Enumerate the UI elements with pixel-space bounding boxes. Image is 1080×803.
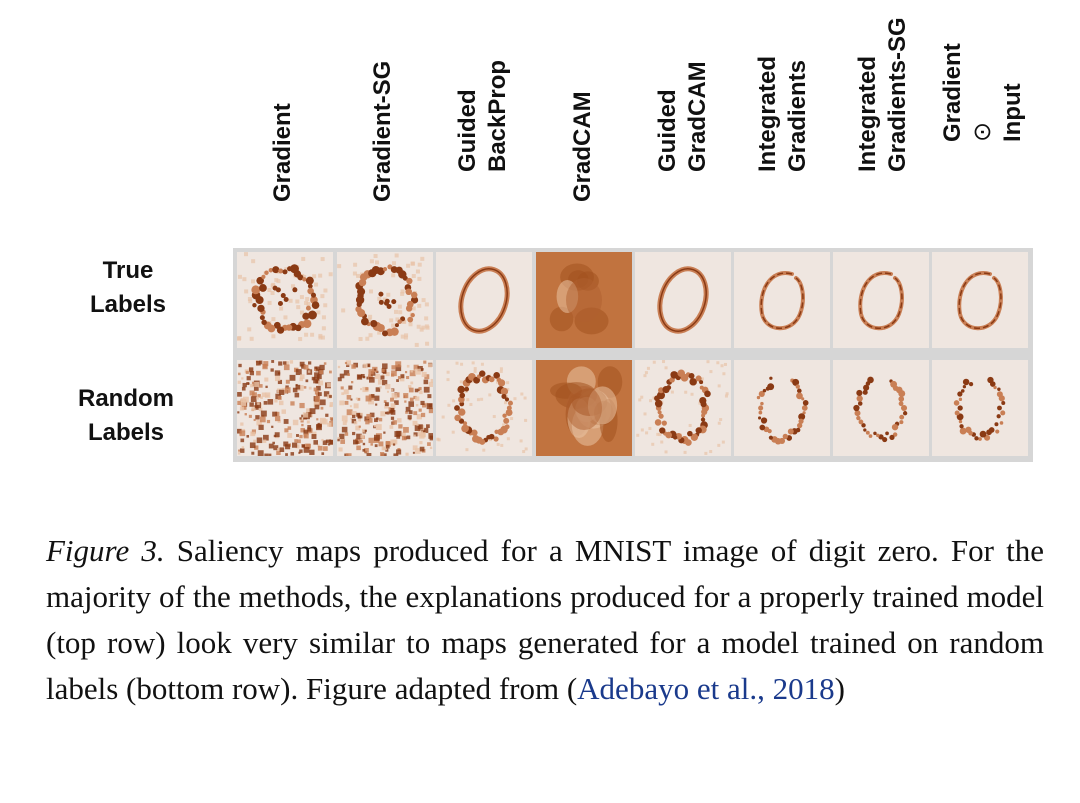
saliency-map-tile xyxy=(635,252,731,348)
saliency-map-image xyxy=(237,360,333,456)
caption-text: Saliency maps produced for a MNIST image… xyxy=(46,533,1044,706)
saliency-map-image xyxy=(337,360,433,456)
column-header-line: Guided xyxy=(454,89,481,172)
saliency-map-image xyxy=(337,252,433,348)
saliency-map-image xyxy=(237,252,333,348)
saliency-map-tile xyxy=(536,360,632,456)
column-header-line: Gradient xyxy=(939,43,966,142)
saliency-map-image xyxy=(833,252,929,348)
caption-text-end: ) xyxy=(834,671,845,706)
figure-caption: Figure 3. Saliency maps produced for a M… xyxy=(46,528,1044,712)
row-label-random-labels: Random Labels xyxy=(26,382,226,450)
column-header-line: Input xyxy=(999,83,1026,142)
row-label-line: Random xyxy=(78,385,174,412)
saliency-map-tile xyxy=(237,252,333,348)
row-label-true-labels: True Labels xyxy=(28,254,228,322)
column-header-line: Integrated xyxy=(754,55,781,172)
column-header-line: Gradient xyxy=(269,103,296,202)
column-header-line: Guided xyxy=(654,89,681,172)
column-header-gradient-input: Gradient ⊙ Input xyxy=(938,2,1028,232)
saliency-map-tile xyxy=(734,360,830,456)
column-header-line: Integrated xyxy=(854,55,881,172)
column-header-integrated-gradients-sg: Integrated Gradients-SG xyxy=(838,2,928,232)
column-header-line: BackProp xyxy=(484,59,511,172)
saliency-map-tile xyxy=(635,360,731,456)
column-header-line: Gradients xyxy=(784,59,811,172)
saliency-map-image xyxy=(734,252,830,348)
saliency-map-image xyxy=(436,252,532,348)
column-header-guided-backprop: Guided BackProp xyxy=(438,2,528,232)
column-header-gradient-sg: Gradient-SG xyxy=(338,2,428,232)
saliency-map-image xyxy=(436,360,532,456)
saliency-map-tile xyxy=(734,252,830,348)
column-header-guided-gradcam: Guided GradCAM xyxy=(638,2,728,232)
column-header-integrated-gradients: Integrated Gradients xyxy=(738,2,828,232)
saliency-map-tile xyxy=(337,360,433,456)
row-label-line: True xyxy=(102,257,154,284)
column-header-line: ⊙ xyxy=(969,121,996,142)
saliency-map-image xyxy=(536,252,632,348)
column-headers: Gradient Gradient-SG Guided BackProp Gra… xyxy=(0,0,1080,240)
column-header-gradcam: GradCAM xyxy=(538,2,628,232)
saliency-map-tile xyxy=(932,252,1028,348)
saliency-map-tile xyxy=(237,360,333,456)
column-header-line: GradCAM xyxy=(684,61,711,172)
saliency-map-tile xyxy=(536,252,632,348)
saliency-map-image xyxy=(932,252,1028,348)
figure-label: Figure 3. xyxy=(46,533,165,568)
column-header-line: Gradient-SG xyxy=(369,60,396,202)
row-label-line: Labels xyxy=(87,419,165,446)
saliency-map-image xyxy=(635,360,731,456)
column-header-line: GradCAM xyxy=(569,91,596,202)
saliency-map-image xyxy=(536,360,632,456)
saliency-map-image xyxy=(734,360,830,456)
saliency-map-image xyxy=(932,360,1028,456)
row-label-line: Labels xyxy=(89,291,167,318)
saliency-map-image xyxy=(635,252,731,348)
saliency-map-image xyxy=(833,360,929,456)
saliency-map-tile xyxy=(833,360,929,456)
citation-link[interactable]: Adebayo et al., 2018 xyxy=(577,671,835,706)
saliency-map-tile xyxy=(436,360,532,456)
saliency-map-tile xyxy=(436,252,532,348)
column-header-gradient: Gradient xyxy=(238,2,328,232)
column-header-line: Gradients-SG xyxy=(884,17,911,172)
saliency-map-tile xyxy=(932,360,1028,456)
saliency-map-tile xyxy=(833,252,929,348)
saliency-map-tile xyxy=(337,252,433,348)
